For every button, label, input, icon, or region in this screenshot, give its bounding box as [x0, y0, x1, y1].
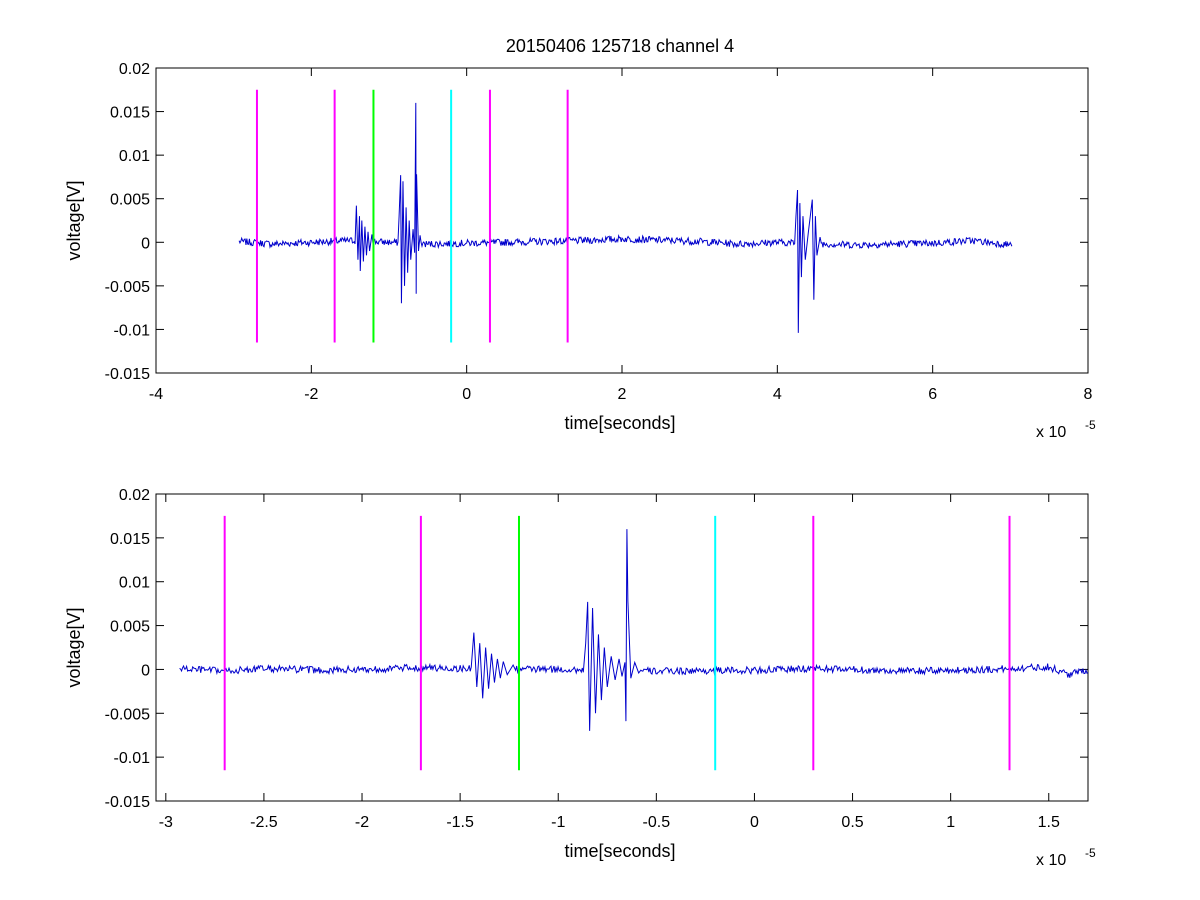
x-tick-label: -4 — [149, 386, 163, 403]
x-tick-label: 0.5 — [841, 814, 863, 831]
x-tick-label: -2 — [355, 814, 369, 831]
bottom-plot: -0.015 -0.01 -0.005 0 0.005 0.01 0.015 0.02 -3 -2… — [64, 487, 1096, 869]
y-tick-label: -0.015 — [105, 794, 150, 811]
y-axis-label: voltage[V] — [64, 180, 84, 260]
x-tick-label: 6 — [928, 386, 937, 403]
x-tick-label: 2 — [618, 386, 627, 403]
y-tick-label: -0.005 — [105, 279, 150, 296]
x-multiplier-exponent: -5 — [1085, 418, 1096, 432]
x-tick-label: 1.5 — [1038, 814, 1060, 831]
y-tick-label: -0.01 — [114, 750, 151, 767]
x-tick-label: 0 — [462, 386, 471, 403]
y-axis-label: voltage[V] — [64, 607, 84, 687]
y-tick-label: -0.015 — [105, 366, 150, 383]
x-tick-label: 4 — [773, 386, 782, 403]
x-tick-label: -2 — [304, 386, 318, 403]
x-tick-label: -1 — [551, 814, 565, 831]
y-tick-label: 0 — [141, 235, 150, 252]
x-multiplier-label: x 10 — [1036, 852, 1066, 869]
plot-frame — [155, 493, 1089, 802]
y-tick-label: -0.005 — [105, 706, 150, 723]
figure-title: 20150406 125718 channel 4 — [506, 36, 734, 56]
y-tick-label: 0.02 — [119, 61, 150, 78]
y-tick-label: 0 — [141, 662, 150, 679]
y-tick-label: 0.015 — [110, 105, 150, 122]
x-tick-label: -3 — [159, 814, 173, 831]
x-multiplier-exponent: -5 — [1085, 846, 1096, 860]
x-tick-label: 8 — [1084, 386, 1093, 403]
signal-series-line — [238, 102, 1013, 333]
signal-series-line — [179, 529, 1088, 731]
x-tick-label: -0.5 — [643, 814, 671, 831]
x-tick-label: 1 — [946, 814, 955, 831]
x-axis-label: time[seconds] — [564, 413, 675, 433]
y-tick-label: 0.005 — [110, 619, 150, 636]
x-tick-label: 0 — [750, 814, 759, 831]
y-tick-label: 0.02 — [119, 487, 150, 504]
x-tick-label: -2.5 — [250, 814, 278, 831]
y-tick-label: 0.01 — [119, 148, 150, 165]
y-tick-label: 0.005 — [110, 192, 150, 209]
y-tick-label: 0.01 — [119, 575, 150, 592]
y-tick-label: -0.01 — [114, 322, 151, 339]
x-multiplier-label: x 10 — [1036, 424, 1066, 441]
y-tick-label: 0.015 — [110, 531, 150, 548]
x-axis-label: time[seconds] — [564, 841, 675, 861]
top-plot: -0.015 -0.01 -0.005 0 0.005 0.01 0.015 0.02 -4 -2… — [64, 61, 1096, 441]
x-tick-label: -1.5 — [446, 814, 474, 831]
plot-frame — [155, 67, 1089, 374]
